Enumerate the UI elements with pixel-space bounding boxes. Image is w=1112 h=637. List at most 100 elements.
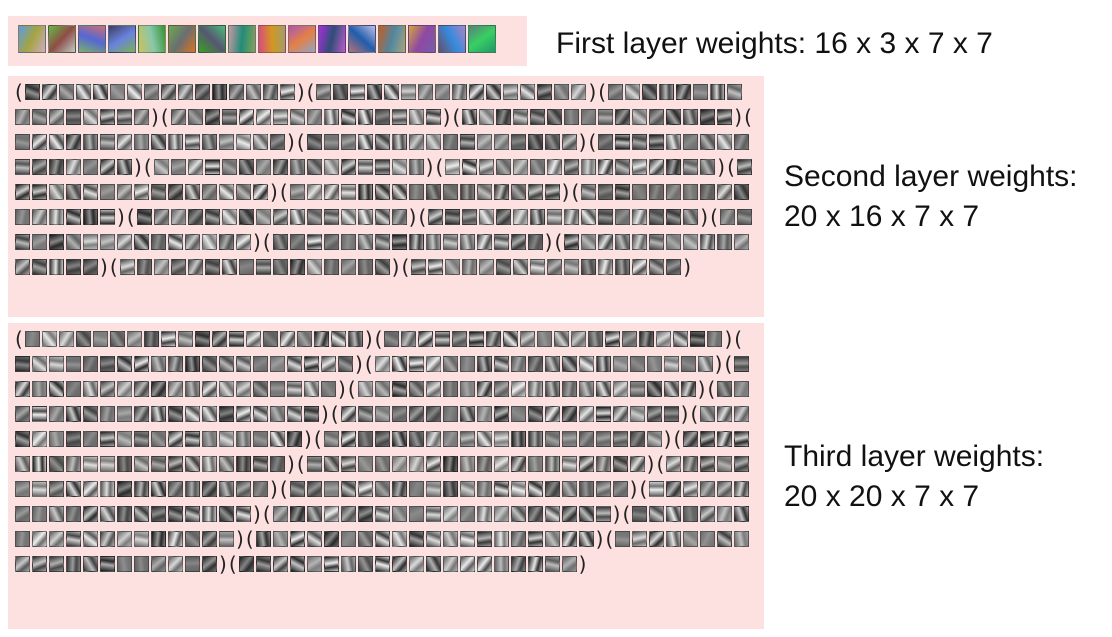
third-layer-filter-channel-cell	[58, 331, 74, 347]
third-layer-filter-channel-cell	[49, 356, 64, 372]
second-layer-filter-channel-cell	[683, 234, 699, 250]
second-layer-filter-channel-cell	[126, 84, 142, 100]
second-layer-filter-open-paren: (	[401, 255, 410, 279]
second-layer-title: Second layer weights:	[784, 160, 1078, 193]
third-layer-filter-channel-cell	[544, 531, 560, 547]
second-layer-filter-channel-cell	[262, 84, 278, 100]
second-layer-filter-channel-cell	[564, 259, 580, 275]
third-layer-filter-channel-cell	[632, 506, 648, 522]
second-layer-filter-channel-cell	[306, 109, 322, 125]
third-layer-filter-channel-cell	[151, 556, 166, 572]
third-layer-filter-channel-cell	[202, 356, 217, 372]
second-layer-filter-channel-cell	[391, 134, 407, 150]
second-layer-filter-channel-cell	[734, 134, 750, 150]
second-layer-filter-channel-cell	[289, 209, 305, 225]
third-layer-filter-open-paren: (	[15, 327, 23, 351]
second-layer-filter-channel-cell	[530, 209, 546, 225]
third-layer-filter-channel-cell	[253, 381, 268, 397]
third-layer-filter-channel-cell	[289, 506, 305, 522]
second-layer-filter-channel-cell	[236, 234, 251, 250]
second-layer-filter-channel-cell	[134, 234, 149, 250]
third-layer-filter-channel-cell	[236, 406, 251, 422]
third-layer-filter-channel-cell	[15, 506, 30, 522]
second-layer-filter-channel-cell	[289, 234, 305, 250]
second-layer-filter-channel-cell	[537, 84, 553, 100]
third-layer-filter-channel-cell	[629, 356, 645, 372]
third-layer-filter-channel-cell	[219, 406, 234, 422]
third-layer-filter-channel-cell	[700, 456, 716, 472]
second-layer-filter-channel-cell	[170, 109, 186, 125]
third-layer-filter-channel-cell	[313, 331, 329, 347]
third-layer-filter-channel-cell	[323, 456, 339, 472]
third-layer-filter-channel-cell	[442, 481, 458, 497]
second-layer-filter-channel-cell	[598, 209, 614, 225]
third-layer-filter-channel-cell	[323, 556, 339, 572]
second-layer-filter-channel-cell	[202, 184, 217, 200]
third-layer-filter-channel-cell	[236, 431, 251, 447]
third-layer-filter-channel-cell	[83, 481, 98, 497]
third-layer-filter-channel-cell	[629, 456, 645, 472]
first-layer-filter-thumb	[468, 25, 496, 53]
third-layer-filter-open-paren: (	[262, 502, 271, 526]
third-layer-filter-channel-cell	[442, 506, 458, 522]
second-layer-filter-channel-cell	[442, 134, 458, 150]
third-layer-filter-channel-cell	[520, 331, 536, 347]
third-layer-filter-channel-cell	[185, 506, 200, 522]
third-layer-filter-channel-cell	[666, 481, 682, 497]
third-layer-filter-channel-cell	[493, 381, 509, 397]
third-layer-filter-channel-cell	[185, 381, 200, 397]
third-layer-filter-channel-cell	[357, 556, 373, 572]
second-layer-filter-channel-cell	[83, 259, 98, 275]
third-layer-filter-channel-cell	[117, 481, 132, 497]
third-layer-filter-channel-cell	[527, 556, 543, 572]
second-layer-filter-open-paren: (	[452, 105, 461, 129]
third-layer-filter-channel-cell	[340, 556, 356, 572]
second-layer-filter-channel-cell	[530, 259, 546, 275]
second-layer-filter-channel-cell	[374, 184, 390, 200]
second-layer-filter-channel-cell	[253, 184, 268, 200]
second-layer-filter-channel-cell	[717, 109, 733, 125]
first-layer-filter-thumb	[48, 25, 76, 53]
third-layer-filter-channel-cell	[15, 356, 30, 372]
second-layer-filter-channel-cell	[700, 184, 716, 200]
second-layer-filter-close-paren: )	[296, 80, 305, 104]
second-layer-filter-channel-cell	[642, 84, 658, 100]
third-layer-filter-channel-cell	[459, 556, 475, 572]
second-layer-filter-channel-cell	[32, 259, 47, 275]
third-layer-filter-channel-cell	[304, 356, 319, 372]
second-layer-filter-channel-cell	[323, 134, 339, 150]
second-layer-filter-channel-cell	[476, 184, 492, 200]
second-layer-filter-channel-cell	[374, 159, 390, 175]
second-layer-filter-channel-cell	[435, 84, 451, 100]
second-layer-filter-channel-cell	[238, 209, 254, 225]
second-layer-filter-channel-cell	[117, 184, 132, 200]
third-layer-filter-open-paren: (	[228, 552, 237, 576]
second-layer-filter-channel-cell	[340, 184, 356, 200]
third-layer-filter-channel-cell	[253, 456, 268, 472]
third-layer-filter-channel-cell	[92, 331, 108, 347]
second-layer-filter-channel-cell	[323, 109, 339, 125]
second-layer-filter-channel-cell	[666, 109, 682, 125]
second-layer-filter-channel-cell	[734, 234, 750, 250]
third-layer-filter-channel-cell	[117, 506, 132, 522]
second-layer-filter-channel-cell	[221, 159, 237, 175]
second-layer-filter-channel-cell	[83, 184, 98, 200]
third-layer-filter-channel-cell	[418, 331, 434, 347]
third-layer-filter-channel-cell	[408, 506, 424, 522]
second-layer-filter-channel-cell	[100, 109, 115, 125]
third-layer-filter-channel-cell	[683, 531, 699, 547]
third-layer-filter-channel-cell	[236, 356, 251, 372]
third-layer-filter-channel-cell	[493, 481, 509, 497]
second-layer-filter-channel-cell	[323, 234, 339, 250]
second-layer-filter-channel-cell	[615, 234, 631, 250]
second-layer-filter-channel-cell	[717, 134, 733, 150]
third-layer-filter-channel-cell	[289, 481, 305, 497]
third-layer-filter-channel-cell	[357, 431, 373, 447]
third-layer-filter-channel-cell	[202, 481, 217, 497]
second-layer-filter-channel-cell	[496, 109, 512, 125]
third-layer-filter-channel-cell	[408, 356, 424, 372]
second-layer-filter-channel-cell	[666, 159, 682, 175]
second-layer-filter-channel-cell	[134, 109, 149, 125]
third-layer-filter-channel-cell	[717, 381, 733, 397]
third-layer-filter-channel-cell	[384, 331, 400, 347]
